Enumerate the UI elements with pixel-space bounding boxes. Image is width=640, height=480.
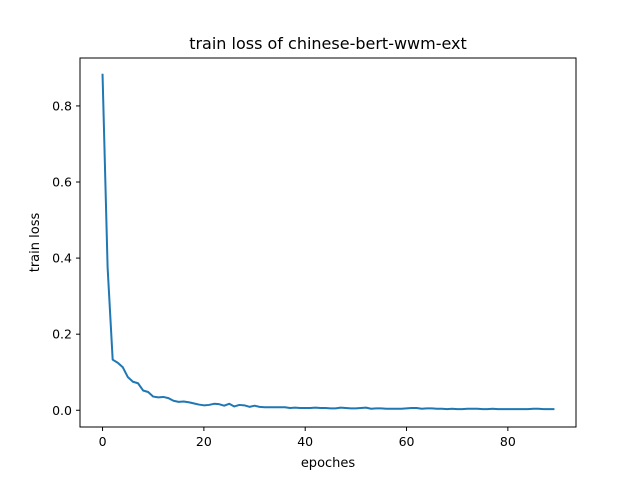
x-axis: 0 20 40 60 80: [99, 427, 516, 449]
x-tick-label: 40: [297, 434, 313, 449]
x-tick-label: 0: [99, 434, 107, 449]
y-axis-label: train loss: [28, 213, 43, 273]
plot-frame: [79, 57, 577, 428]
x-tick-label: 80: [500, 434, 516, 449]
train-loss-line: [101, 73, 555, 411]
x-tick-label: 60: [399, 434, 415, 449]
x-tick-label: 20: [196, 434, 212, 449]
x-axis-label: epoches: [301, 456, 356, 471]
y-tick-label: 0.6: [52, 175, 72, 190]
y-tick-label: 0.0: [52, 403, 72, 418]
chart-title: train loss of chinese-bert-wwm-ext: [189, 34, 467, 53]
y-tick-label: 0.4: [52, 251, 72, 266]
y-axis: 0.0 0.2 0.4 0.6 0.8: [52, 98, 80, 418]
series-layer: [101, 73, 555, 411]
y-tick-label: 0.8: [52, 98, 72, 113]
y-tick-label: 0.2: [52, 327, 72, 342]
